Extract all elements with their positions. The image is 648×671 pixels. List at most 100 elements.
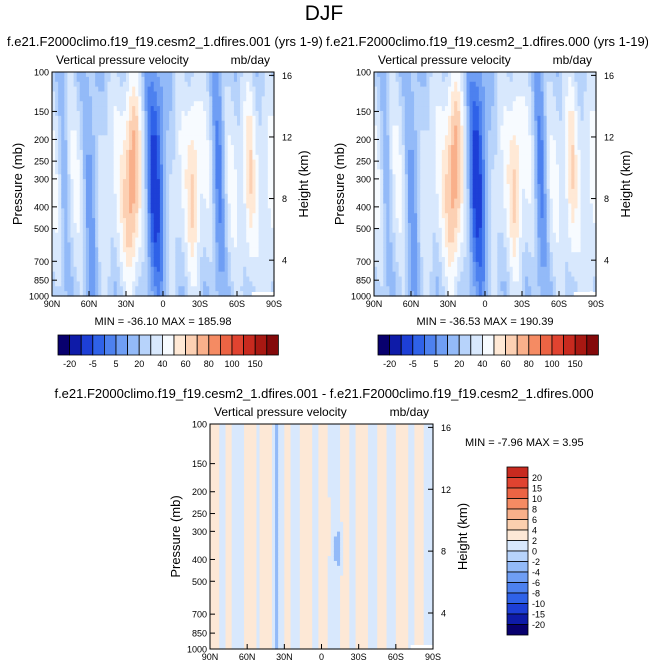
contour-cell [70, 96, 75, 102]
contour-cell [407, 110, 412, 117]
contour-cell [448, 237, 452, 244]
contour-cell [420, 76, 424, 83]
contour-cell [141, 110, 146, 117]
contour-cell [407, 72, 412, 78]
contour-cell [221, 266, 226, 273]
contour-cell [261, 257, 266, 263]
contour-cell [429, 149, 434, 156]
contour-cell [230, 193, 235, 200]
contour-cell [58, 286, 62, 292]
contour-cell [423, 159, 428, 166]
contour-cell [126, 125, 130, 132]
contour-cell [178, 101, 183, 107]
contour-cell [181, 140, 186, 146]
contour-cell [258, 120, 263, 127]
contour-cell [444, 140, 449, 146]
contour-cell [64, 96, 69, 102]
contour-cell [233, 106, 238, 112]
contour-cell [209, 257, 213, 263]
contour-cell [203, 237, 207, 244]
contour-cell [61, 184, 65, 190]
contour-cell [58, 242, 62, 248]
contour-cell [76, 237, 81, 244]
contour-cell [58, 81, 62, 88]
contour-cell [169, 154, 173, 161]
contour-cell [55, 101, 59, 107]
contour-cell [119, 247, 124, 253]
contour-cell [252, 213, 257, 219]
contour-cell [392, 149, 397, 156]
contour-cell [119, 232, 124, 239]
contour-cell [169, 276, 173, 282]
contour-cell [212, 184, 217, 190]
contour-cell [144, 193, 149, 200]
contour-cell [460, 135, 465, 141]
contour-cell [107, 120, 112, 127]
contour-cell [401, 115, 406, 122]
contour-cell [95, 115, 99, 122]
contour-cell [264, 130, 269, 136]
contour-cell [126, 76, 130, 83]
colorbar-label: -20 [63, 359, 76, 369]
contour-cell [169, 203, 173, 209]
contour-cell [227, 91, 232, 97]
y-tick-label: 500 [34, 224, 49, 234]
contour-cell [475, 120, 480, 127]
contour-cell [469, 81, 474, 88]
contour-cell [438, 203, 443, 209]
contour-cell [460, 110, 465, 117]
contour-cell [132, 242, 136, 248]
contour-cell [150, 276, 155, 282]
contour-cell [240, 115, 244, 122]
contour-cell [404, 208, 409, 214]
contour-cell [82, 110, 87, 117]
contour-cell [144, 232, 149, 239]
contour-cell [441, 110, 446, 117]
contour-cell [150, 179, 155, 185]
contour-cell [478, 145, 483, 151]
contour-cell [475, 198, 480, 205]
contour-cell [444, 115, 449, 122]
contour-cell [249, 184, 254, 190]
contour-cell [395, 271, 400, 278]
contour-cell [435, 222, 440, 229]
contour-cell [144, 72, 149, 78]
contour-cell [107, 72, 112, 78]
contour-cell [156, 154, 161, 161]
contour-cell [224, 198, 229, 205]
contour-cell [110, 203, 115, 209]
contour-cell [398, 198, 403, 205]
contour-cell [261, 145, 266, 151]
contour-cell [184, 96, 189, 102]
contour-cell [55, 164, 59, 170]
contour-cell [466, 281, 471, 287]
contour-cell [224, 208, 229, 214]
contour-cell [383, 145, 387, 151]
y-tick-label: 1000 [29, 292, 49, 302]
contour-cell [435, 101, 440, 107]
contour-cell [218, 184, 223, 190]
contour-cell [209, 261, 213, 268]
contour-cell [119, 130, 124, 136]
surface-mask [251, 292, 274, 296]
contour-cell [460, 154, 465, 161]
contour-cell [138, 169, 143, 175]
contour-cell [73, 198, 78, 205]
contour-cell [144, 213, 149, 219]
contour-cell [451, 120, 455, 127]
contour-cell [116, 237, 121, 244]
contour-cell [196, 86, 201, 93]
contour-cell [147, 276, 152, 282]
contour-cell [184, 115, 189, 122]
contour-cell [218, 76, 223, 83]
contour-cell [404, 154, 409, 161]
contour-cell [267, 252, 272, 258]
contour-cell [67, 125, 72, 132]
contour-cell [58, 140, 62, 146]
contour-cell [466, 96, 471, 102]
contour-cell [460, 179, 465, 185]
contour-cell [129, 242, 133, 248]
contour-cell [454, 188, 458, 195]
contour-cell [475, 154, 480, 161]
contour-cell [190, 72, 195, 78]
